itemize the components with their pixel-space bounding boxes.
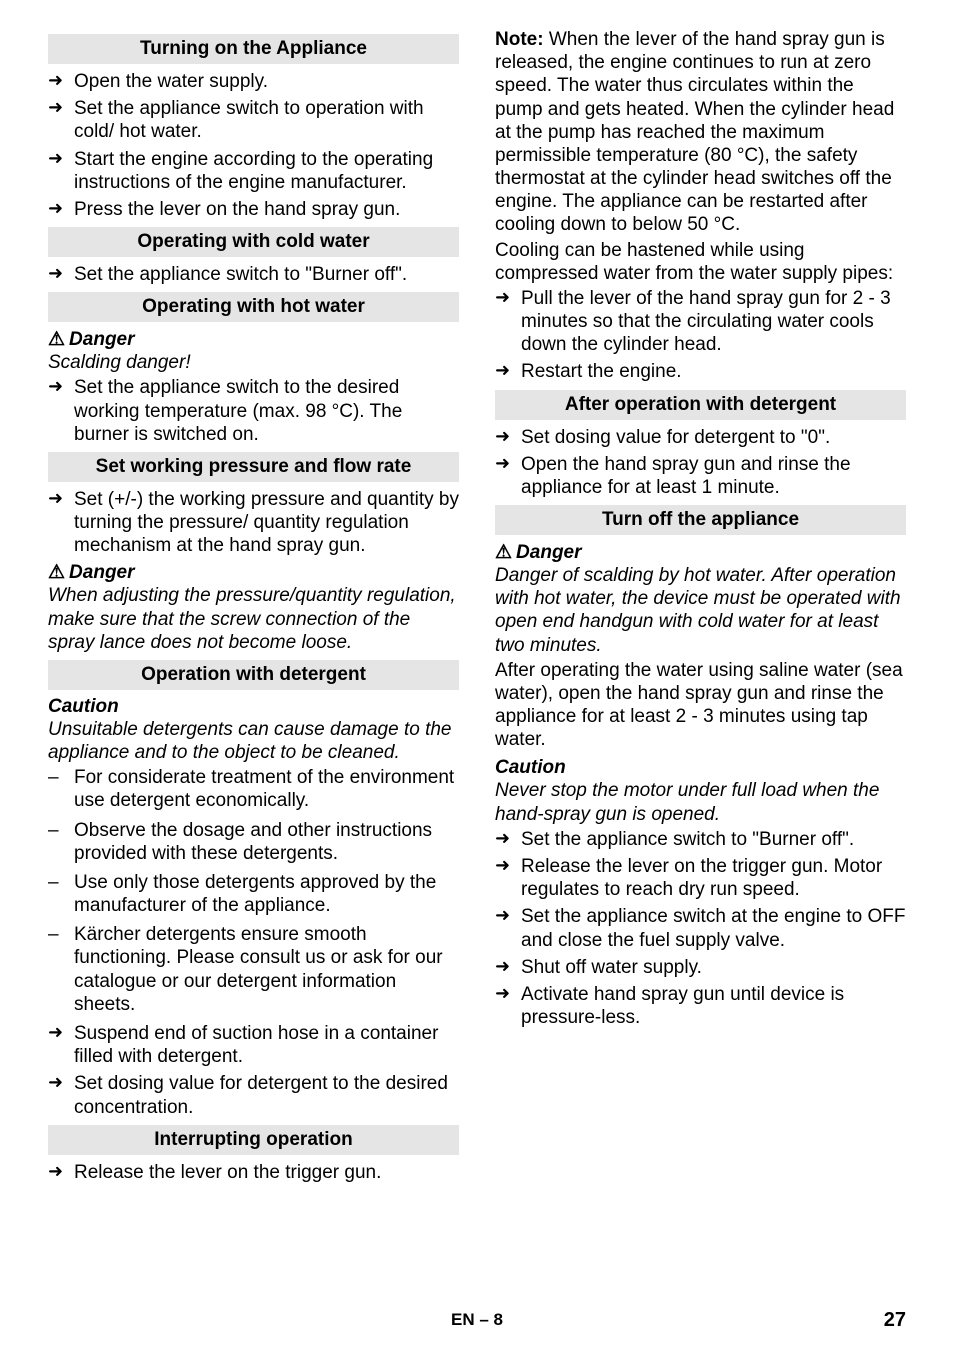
danger-label: ⚠Danger bbox=[495, 541, 906, 564]
caution-label: Caution bbox=[48, 696, 459, 718]
danger-label: ⚠Danger bbox=[48, 328, 459, 351]
after-operating-text: After operating the water using saline w… bbox=[495, 659, 906, 752]
list-set-dosing: Set dosing value for detergent to the de… bbox=[48, 1072, 459, 1118]
list-item: Set the appliance switch to "Burner off"… bbox=[48, 263, 459, 286]
danger-label: ⚠Danger bbox=[48, 561, 459, 584]
list-hot-water: Set the appliance switch to the desired … bbox=[48, 376, 459, 446]
list-cold-water: Set the appliance switch to "Burner off"… bbox=[48, 263, 459, 286]
danger-body: When adjusting the pressure/quantity reg… bbox=[48, 584, 459, 654]
list-item: Press the lever on the hand spray gun. bbox=[48, 198, 459, 221]
list-item: Start the engine according to the operat… bbox=[48, 148, 459, 194]
list-item: Restart the engine. bbox=[495, 360, 906, 383]
cooling-text: Cooling can be hastened while using comp… bbox=[495, 239, 906, 285]
heading-detergent: Operation with detergent bbox=[48, 660, 459, 690]
list-item: Set dosing value for detergent to the de… bbox=[48, 1072, 459, 1118]
list-turn-off: Set the appliance switch to "Burner off"… bbox=[495, 828, 906, 1029]
warning-icon: ⚠ bbox=[48, 328, 65, 351]
list-item: Open the hand spray gun and rinse the ap… bbox=[495, 453, 906, 499]
list-after-detergent: Set dosing value for detergent to "0". O… bbox=[495, 426, 906, 500]
caution-body: Never stop the motor under full load whe… bbox=[495, 779, 906, 825]
note-label: Note: bbox=[495, 29, 544, 50]
heading-turning-on: Turning on the Appliance bbox=[48, 34, 459, 64]
list-item: Pull the lever of the hand spray gun for… bbox=[495, 287, 906, 357]
heading-after-detergent: After operation with detergent bbox=[495, 390, 906, 420]
caution-label: Caution bbox=[495, 757, 906, 779]
list-pressure: Set (+/-) the working pressure and quant… bbox=[48, 488, 459, 558]
list-item: Set dosing value for detergent to "0". bbox=[495, 426, 906, 449]
heading-pressure-flow: Set working pressure and flow rate bbox=[48, 452, 459, 482]
list-item: Kärcher detergents ensure smooth functio… bbox=[48, 923, 459, 1016]
list-cooling: Pull the lever of the hand spray gun for… bbox=[495, 287, 906, 384]
list-item: Activate hand spray gun until device is … bbox=[495, 983, 906, 1029]
list-item: Set the appliance switch to operation wi… bbox=[48, 97, 459, 143]
footer-label: EN – 8 bbox=[0, 1310, 954, 1330]
list-item: Shut off water supply. bbox=[495, 956, 906, 979]
list-item: For considerate treatment of the environ… bbox=[48, 766, 459, 812]
danger-text: Danger bbox=[69, 562, 134, 583]
list-item: Set the appliance switch to "Burner off"… bbox=[495, 828, 906, 851]
caution-body: Unsuitable detergents can cause damage t… bbox=[48, 718, 459, 764]
heading-hot-water: Operating with hot water bbox=[48, 292, 459, 322]
list-turning-on: Open the water supply. Set the appliance… bbox=[48, 70, 459, 221]
list-suspend-hose: Suspend end of suction hose in a contain… bbox=[48, 1022, 459, 1068]
page-number: 27 bbox=[884, 1309, 906, 1332]
scalding-text: Scalding danger! bbox=[48, 351, 459, 374]
heading-cold-water: Operating with cold water bbox=[48, 227, 459, 257]
note-paragraph: Note: When the lever of the hand spray g… bbox=[495, 28, 906, 237]
note-body: When the lever of the hand spray gun is … bbox=[495, 29, 894, 235]
warning-icon: ⚠ bbox=[48, 561, 65, 584]
heading-turn-off: Turn off the appliance bbox=[495, 505, 906, 535]
danger-text: Danger bbox=[69, 329, 134, 350]
list-detergent-notes: For considerate treatment of the environ… bbox=[48, 766, 459, 1016]
heading-interrupting: Interrupting operation bbox=[48, 1125, 459, 1155]
list-item: Suspend end of suction hose in a contain… bbox=[48, 1022, 459, 1068]
list-release-lever: Release the lever on the trigger gun. bbox=[48, 1161, 459, 1184]
list-item: Use only those detergents approved by th… bbox=[48, 871, 459, 917]
list-item: Set the appliance switch at the engine t… bbox=[495, 905, 906, 951]
page: Turning on the Appliance Open the water … bbox=[0, 0, 954, 1354]
list-item: Release the lever on the trigger gun. Mo… bbox=[495, 855, 906, 901]
warning-icon: ⚠ bbox=[495, 541, 512, 564]
list-item: Observe the dosage and other instruction… bbox=[48, 819, 459, 865]
list-item: Set (+/-) the working pressure and quant… bbox=[48, 488, 459, 558]
danger-body: Danger of scalding by hot water. After o… bbox=[495, 564, 906, 657]
list-item: Set the appliance switch to the desired … bbox=[48, 376, 459, 446]
list-item: Release the lever on the trigger gun. bbox=[48, 1161, 459, 1184]
content-columns: Turning on the Appliance Open the water … bbox=[48, 28, 906, 1278]
danger-text: Danger bbox=[516, 542, 581, 563]
list-item: Open the water supply. bbox=[48, 70, 459, 93]
